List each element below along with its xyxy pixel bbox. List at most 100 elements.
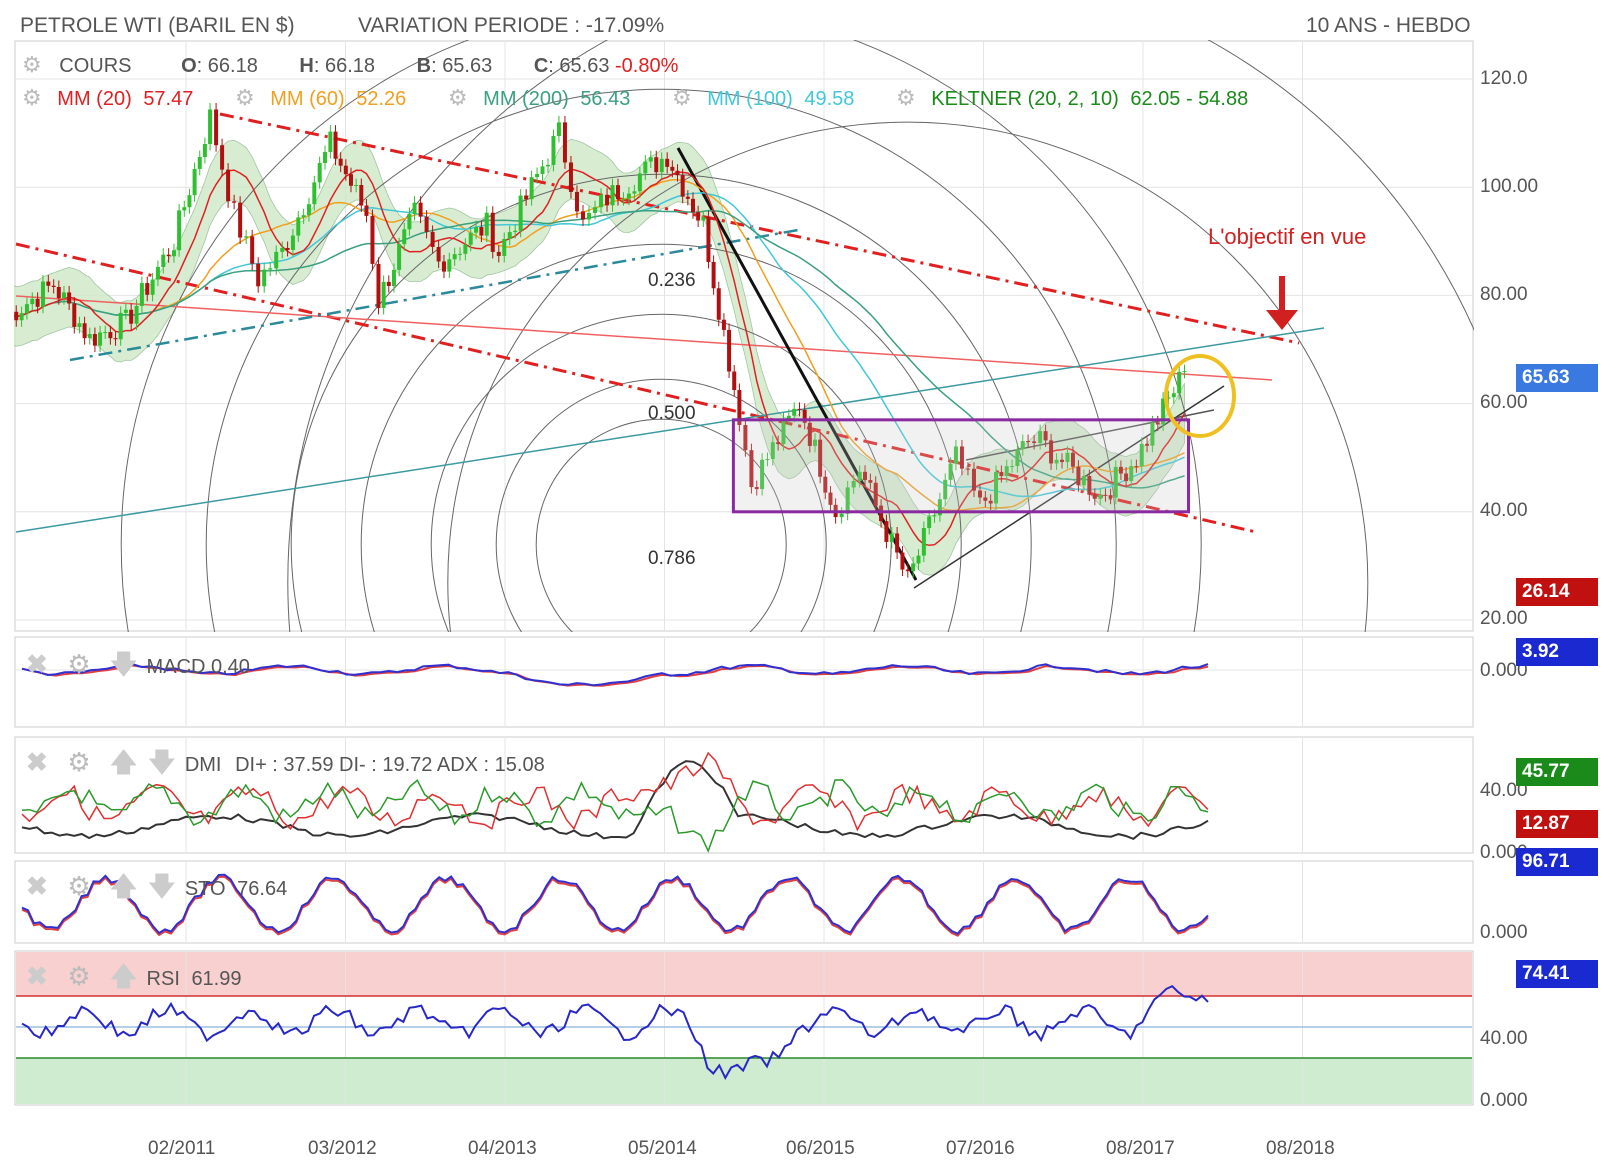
candle — [1015, 449, 1020, 467]
candle — [632, 191, 637, 194]
candle — [1098, 494, 1103, 499]
candle — [765, 459, 770, 461]
candle — [727, 329, 732, 372]
close-icon[interactable]: ✖ — [26, 871, 48, 901]
open-value: 66.18 — [207, 55, 258, 77]
channel-lower — [15, 242, 1257, 534]
gear-icon[interactable]: ⚙ — [447, 85, 468, 110]
candle — [301, 215, 306, 218]
gear-icon[interactable]: ⚙ — [67, 649, 91, 679]
candle — [197, 157, 202, 169]
gear-icon[interactable]: ⚙ — [22, 52, 42, 77]
candle — [648, 157, 653, 162]
sto-header: ✖ ⚙ 🡅 🡇 STO 76.64 — [26, 868, 287, 912]
candle — [402, 229, 407, 245]
arrow-up-icon[interactable]: 🡅 — [110, 871, 137, 901]
arrow-down-icon[interactable]: 🡇 — [148, 747, 176, 777]
candle — [574, 191, 579, 212]
candle — [19, 313, 24, 321]
open-label: O — [181, 55, 197, 77]
candle — [343, 165, 348, 175]
candle — [296, 217, 301, 236]
period-label[interactable]: 10 ANS - HEBDO — [1306, 14, 1471, 37]
candle — [364, 205, 369, 216]
gear-icon[interactable]: ⚙ — [22, 85, 42, 110]
candle — [916, 555, 921, 564]
candle — [30, 298, 35, 305]
candle — [839, 513, 844, 518]
gear-icon[interactable]: ⚙ — [67, 871, 91, 901]
fibonacci-arc — [290, 173, 1032, 632]
cours-label: COURS — [59, 55, 132, 77]
price-tick: 40.00 — [1480, 500, 1528, 521]
mm100-value: 49.58 — [804, 88, 855, 110]
candle — [171, 250, 176, 257]
candle — [921, 528, 926, 556]
candle — [370, 215, 375, 264]
di-plus-line — [21, 779, 1209, 853]
candle — [545, 164, 550, 167]
gear-icon[interactable]: ⚙ — [896, 85, 916, 110]
candle — [797, 408, 802, 410]
low-price-tag: 26.14 — [1516, 578, 1598, 606]
candle — [621, 198, 626, 200]
objective-arrow-head — [1266, 310, 1298, 330]
candle — [1129, 466, 1134, 482]
candle — [959, 446, 964, 469]
close-icon[interactable]: ✖ — [26, 649, 48, 679]
dmi-panel — [14, 736, 1474, 854]
rsi-panel — [14, 950, 1474, 1106]
candle — [182, 207, 187, 211]
candle — [792, 408, 797, 416]
ma20-line — [14, 168, 1186, 547]
macd-label: MACD — [146, 656, 206, 678]
candle — [46, 281, 51, 286]
close-icon[interactable]: ✖ — [26, 747, 48, 777]
di-minus-line — [21, 751, 1209, 832]
fibonacci-arc — [430, 313, 892, 632]
candle — [977, 490, 982, 498]
candle — [1108, 495, 1113, 498]
candle — [285, 247, 290, 250]
consolidation-rectangle — [731, 418, 1190, 514]
candle — [659, 158, 664, 173]
candle — [518, 195, 523, 231]
candle — [192, 168, 197, 196]
candle — [770, 442, 775, 460]
price-tick: 120.0 — [1480, 68, 1528, 89]
candle — [407, 213, 412, 230]
candle — [637, 173, 642, 192]
candle — [1076, 466, 1081, 486]
arrow-down-icon[interactable]: 🡇 — [110, 649, 137, 679]
arrow-down-icon[interactable]: 🡇 — [148, 871, 176, 901]
candle — [323, 151, 328, 164]
candle — [391, 269, 396, 287]
candle — [14, 311, 19, 321]
candle — [535, 174, 540, 178]
candle — [711, 261, 716, 289]
close-icon[interactable]: ✖ — [26, 961, 48, 991]
gear-icon[interactable]: ⚙ — [67, 747, 91, 777]
candle — [845, 487, 850, 514]
gear-icon[interactable]: ⚙ — [671, 85, 692, 110]
candle — [568, 162, 573, 192]
arrow-up-icon[interactable]: 🡅 — [110, 747, 137, 777]
candle — [593, 207, 598, 213]
sto-label: STO — [184, 878, 226, 900]
candle — [1161, 398, 1166, 425]
candle — [441, 261, 446, 272]
price-tick: 80.00 — [1480, 284, 1528, 305]
candle — [214, 109, 219, 146]
candle — [1070, 452, 1075, 467]
macd-header: ✖ ⚙ 🡇 MACD 0.40 — [26, 646, 250, 690]
candle — [754, 487, 759, 490]
x-tick: 05/2014 — [628, 1138, 697, 1159]
arrow-up-icon[interactable]: 🡅 — [110, 961, 137, 991]
candle — [786, 415, 791, 420]
fibonacci-arc — [447, 121, 1369, 632]
sto-tag: 96.71 — [1516, 848, 1598, 876]
candle — [458, 253, 463, 255]
gear-icon[interactable]: ⚙ — [67, 961, 91, 991]
mm20-value: 57.47 — [143, 88, 194, 110]
gear-icon[interactable]: ⚙ — [234, 85, 255, 110]
